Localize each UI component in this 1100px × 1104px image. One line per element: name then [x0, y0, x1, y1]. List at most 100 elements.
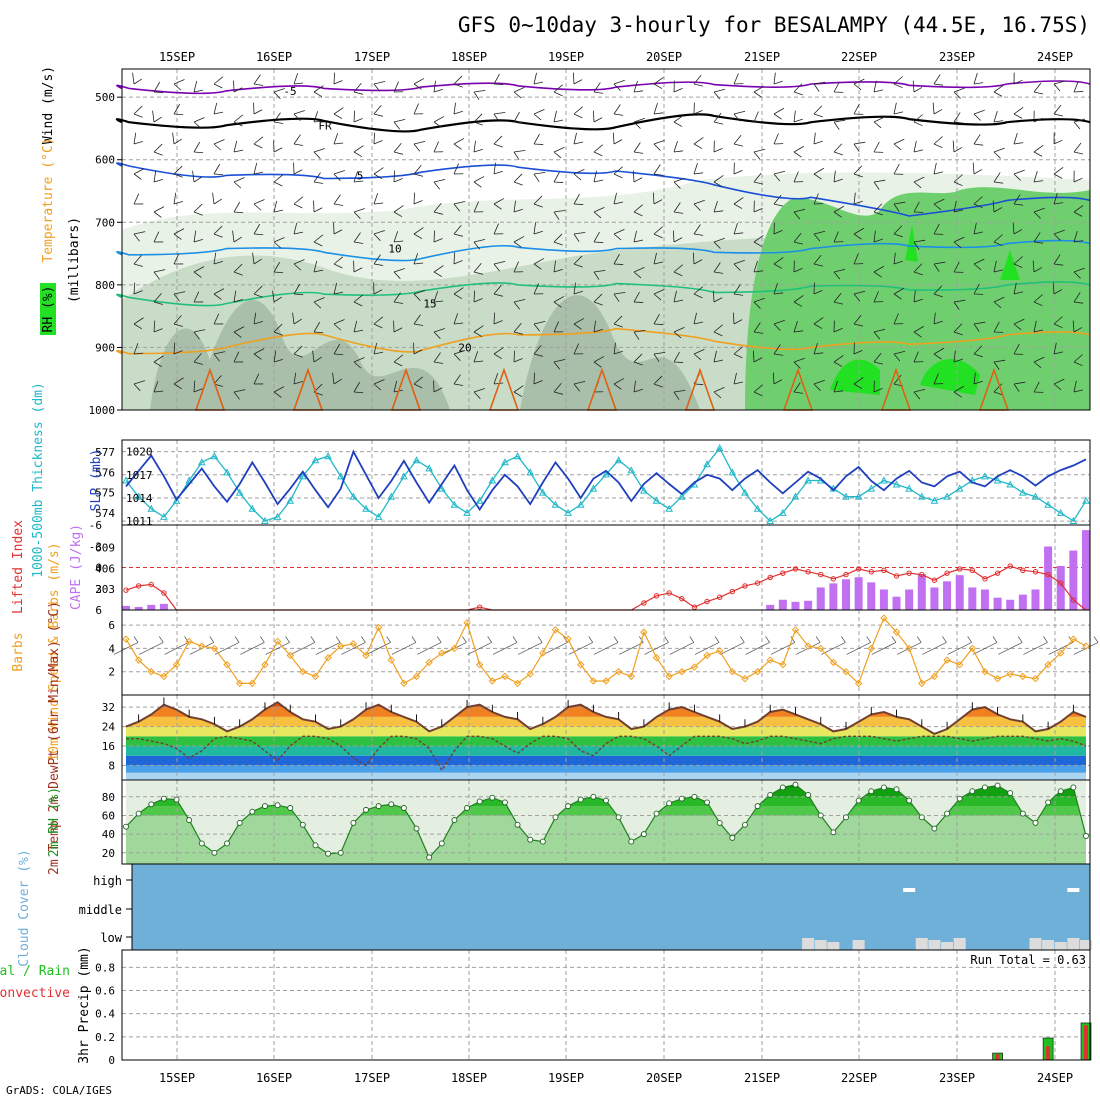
wind-barb — [453, 374, 464, 386]
wind-barb — [173, 192, 183, 205]
wind10m-barb — [416, 636, 442, 655]
cloud-low-cell — [802, 938, 815, 950]
wind-barb — [973, 345, 983, 358]
wind-barb — [413, 314, 424, 326]
wind-barb — [193, 380, 203, 393]
wind-barb — [233, 80, 243, 93]
wind10m-barb — [164, 636, 189, 655]
wind-barb — [293, 110, 305, 121]
wind-barb — [313, 85, 324, 98]
rh2m-point — [792, 781, 799, 788]
wind-barb — [453, 163, 464, 175]
wind-barb — [933, 261, 946, 272]
wind-barb — [232, 230, 242, 243]
wind-barb — [673, 351, 684, 363]
wind-barb — [633, 81, 644, 93]
thickness-point — [197, 458, 206, 466]
wind-barb — [993, 383, 1003, 396]
lifted-point — [1070, 597, 1077, 603]
thickness-point — [172, 496, 181, 504]
thickness-point — [261, 516, 269, 524]
wind10m-barb — [568, 636, 594, 655]
wind-barb — [153, 293, 163, 305]
precip-tick-label: 0.6 — [95, 985, 115, 998]
rh2m-point — [716, 819, 723, 826]
wind10m-barb — [518, 636, 543, 655]
wind-barb — [973, 258, 985, 271]
y-tick-label-1: 600 — [95, 154, 115, 167]
wind-barb — [713, 324, 723, 337]
wind-barb — [1053, 104, 1064, 117]
wind-barb — [973, 372, 983, 385]
wind10m-barb — [998, 636, 1023, 655]
wind-barb — [293, 372, 303, 385]
wind-barb — [913, 239, 926, 250]
cloud-bg — [132, 864, 1090, 950]
wind-barb — [933, 136, 943, 149]
thickness-point — [1082, 496, 1090, 504]
wind10m-barb — [720, 636, 745, 655]
wind-barb — [573, 193, 584, 205]
wind-barb — [1073, 170, 1083, 183]
wind10m-point — [564, 635, 572, 643]
rh2m-point — [767, 791, 774, 798]
cloud-low-cell — [915, 938, 928, 950]
rh2m-point — [539, 838, 546, 845]
wind-barb — [553, 209, 566, 220]
wind-barb — [773, 283, 784, 295]
wind10m-barb — [341, 636, 366, 655]
wind-barb — [493, 135, 503, 148]
wind10m-point — [475, 661, 484, 669]
wind-barb — [213, 351, 226, 362]
rh2m-point — [956, 795, 963, 802]
wind-barb — [293, 222, 304, 235]
ylabel-cape: CAPE (J/kg) — [69, 524, 84, 610]
wind-barb — [293, 134, 304, 146]
wind10m-point — [1019, 672, 1027, 681]
thickness-point — [791, 492, 800, 500]
wind-barb — [253, 102, 263, 115]
wind-barb — [493, 312, 503, 325]
wind-barb — [293, 196, 304, 209]
wind10m-point — [425, 658, 433, 667]
lifted-point — [476, 604, 483, 610]
wind-barb — [133, 132, 143, 145]
rh2m-point — [628, 838, 635, 845]
wind10m-barb — [315, 636, 341, 655]
wind-barb — [193, 141, 204, 154]
lifted-point — [1020, 567, 1026, 574]
wind-barb — [173, 291, 186, 302]
thickness-point — [513, 452, 522, 460]
wind-barb — [193, 266, 205, 278]
thickness-point — [374, 512, 383, 520]
wind-barb — [613, 192, 624, 205]
isotherm-line-5 — [116, 162, 1091, 217]
wind10m-barb — [290, 636, 316, 655]
wind10m-point — [779, 661, 787, 669]
lifted-point — [969, 567, 976, 574]
wind-barb — [533, 344, 544, 357]
wind-barb — [952, 140, 963, 153]
wind-barb — [273, 112, 284, 124]
wind-barb — [653, 139, 665, 151]
cloud-low-cell — [827, 942, 840, 950]
thickness-point — [867, 484, 876, 492]
wind-barb — [933, 312, 943, 325]
wind10m-barb — [770, 636, 796, 655]
wind-barb — [853, 141, 866, 152]
wind-barb — [433, 230, 443, 243]
wind-barb — [293, 259, 305, 271]
wind-barb — [173, 228, 185, 240]
wind-barb — [373, 379, 385, 391]
wind10m-barb — [846, 636, 871, 655]
cape-bar — [804, 600, 813, 610]
wind-barb — [573, 282, 583, 295]
wind-barb — [1013, 282, 1024, 295]
wind-barb — [393, 119, 406, 130]
wind10m-point — [450, 644, 459, 653]
wind-barb — [893, 225, 903, 238]
wind-barb — [1073, 118, 1086, 130]
bottom-date-label: 16SEP — [256, 1071, 292, 1085]
rh2m-point — [615, 814, 622, 821]
